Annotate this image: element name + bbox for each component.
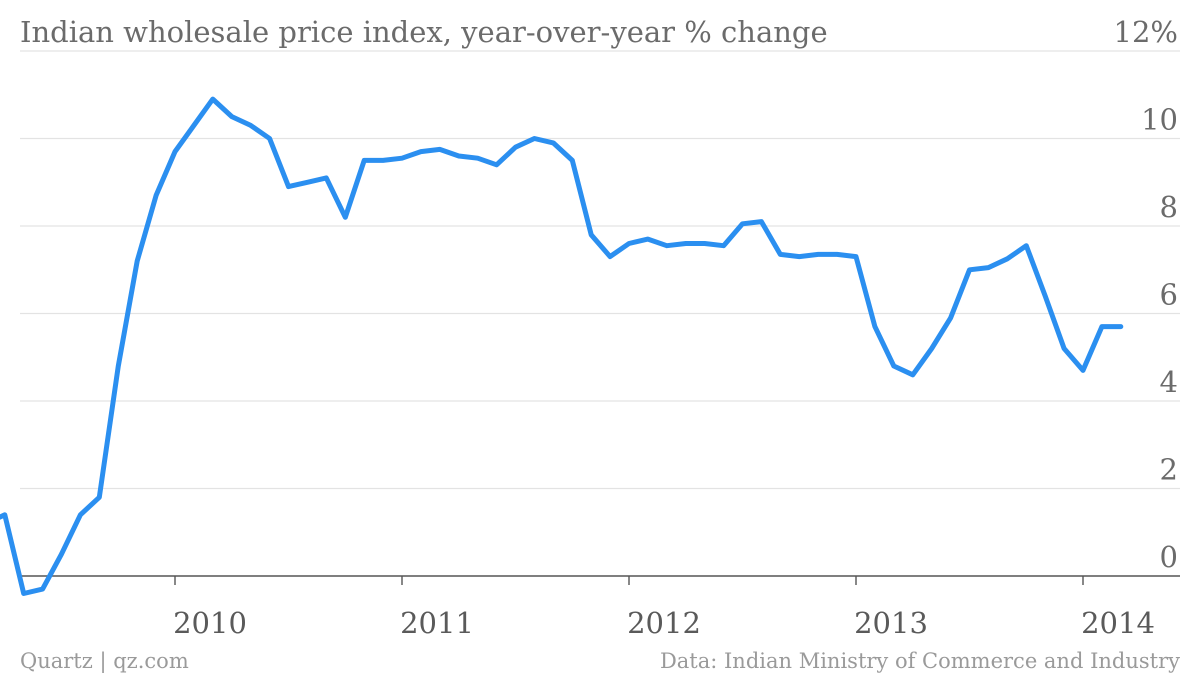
data-point (798, 256, 800, 258)
data-point (23, 593, 25, 594)
data-point (306, 181, 308, 183)
data-point (496, 164, 498, 166)
data-point (250, 124, 252, 126)
x-tick-label: 2010 (173, 606, 247, 640)
data-point (515, 146, 516, 148)
data-point (609, 256, 611, 258)
data-point (401, 157, 403, 159)
data-point (912, 374, 914, 376)
data-point (779, 253, 781, 255)
data-point (363, 159, 365, 161)
x-tick-label: 2012 (627, 606, 701, 640)
data-point (344, 216, 346, 218)
data-point (533, 138, 535, 139)
data-point (628, 243, 630, 244)
data-point (666, 245, 668, 247)
data-point (4, 514, 6, 516)
data-point (79, 514, 81, 516)
data-point (98, 496, 100, 498)
x-tick-label: 2013 (854, 606, 928, 640)
data-point (950, 317, 952, 319)
data-point (269, 138, 271, 139)
series-layer (0, 96, 1124, 596)
data-point (458, 155, 460, 157)
x-axis-ticks: 2010 2011 2012 2013 2014 (173, 576, 1155, 640)
data-point (742, 223, 743, 225)
data-point (1082, 369, 1084, 371)
source-credit: Quartz | qz.com (20, 649, 189, 674)
data-point (193, 124, 195, 126)
data-point (969, 269, 970, 271)
series-line-0 (0, 96, 1124, 596)
data-point (836, 253, 838, 255)
y-tick-label: 6 (1160, 278, 1178, 312)
x-tick-label: 2014 (1081, 606, 1155, 640)
data-point (231, 116, 233, 118)
data-point (174, 151, 176, 153)
data-point (704, 243, 706, 244)
y-tick-label: 0 (1160, 540, 1178, 574)
y-tick-label: 2 (1160, 453, 1178, 487)
chart-title: Indian wholesale price index, year-over-… (20, 15, 828, 49)
data-point (477, 157, 479, 159)
data-point (136, 260, 138, 262)
data-point (893, 365, 895, 367)
data-point (1044, 295, 1046, 297)
data-point (931, 348, 933, 349)
y-tick-label: 8 (1160, 190, 1178, 224)
grid-lines (20, 50, 1180, 577)
data-point (288, 186, 289, 188)
data-point (439, 148, 441, 150)
data-point (212, 98, 214, 100)
data-point (117, 365, 119, 367)
data-point (590, 234, 592, 236)
x-tick-label: 2011 (400, 606, 474, 640)
y-tick-label: 10 (1141, 103, 1178, 137)
data-point (552, 142, 554, 144)
data-point (1006, 258, 1008, 260)
data-point (420, 151, 422, 153)
data-point (723, 245, 725, 247)
data-point (325, 177, 327, 179)
y-tick-label: 12% (1114, 15, 1178, 49)
data-point (1063, 348, 1065, 349)
data-point (817, 253, 819, 255)
data-point (571, 159, 573, 161)
data-point (1025, 245, 1027, 247)
y-axis-ticks: 12% 10 8 6 4 2 0 (1114, 15, 1178, 574)
data-point (1120, 326, 1122, 328)
data-point (155, 194, 157, 196)
data-point (685, 243, 687, 244)
data-point (1101, 326, 1103, 328)
y-tick-label: 4 (1160, 365, 1178, 399)
data-source: Data: Indian Ministry of Commerce and In… (660, 649, 1180, 673)
data-point (42, 588, 44, 590)
data-point (874, 326, 876, 328)
data-point (382, 159, 384, 161)
data-point (760, 221, 762, 223)
data-point (987, 267, 989, 269)
data-point (61, 553, 62, 555)
data-point (855, 256, 857, 258)
data-point (647, 238, 649, 240)
